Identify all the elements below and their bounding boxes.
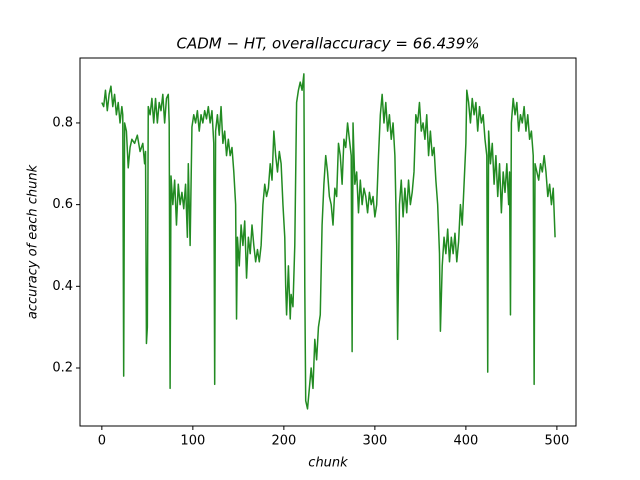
x-tick-label: 0	[98, 434, 106, 449]
x-tick-label: 200	[271, 434, 296, 449]
data-line	[101, 73, 556, 410]
x-tick-label: 100	[180, 434, 205, 449]
y-tick-label: 0.6	[52, 197, 73, 212]
plot-frame	[79, 57, 577, 427]
y-tick-label: 0.8	[52, 115, 73, 130]
y-tick-label: 0.4	[52, 279, 73, 294]
y-axis-label: accuracy of each chunk	[26, 164, 41, 319]
y-tick-label: 0.2	[52, 361, 73, 376]
x-tick-label: 300	[362, 434, 387, 449]
x-tick-label: 400	[453, 434, 478, 449]
chart-title: CADM − HT, overallaccuracy = 66.439%	[176, 35, 479, 53]
x-tick-label: 500	[544, 434, 569, 449]
x-axis-label: chunk	[308, 456, 348, 471]
